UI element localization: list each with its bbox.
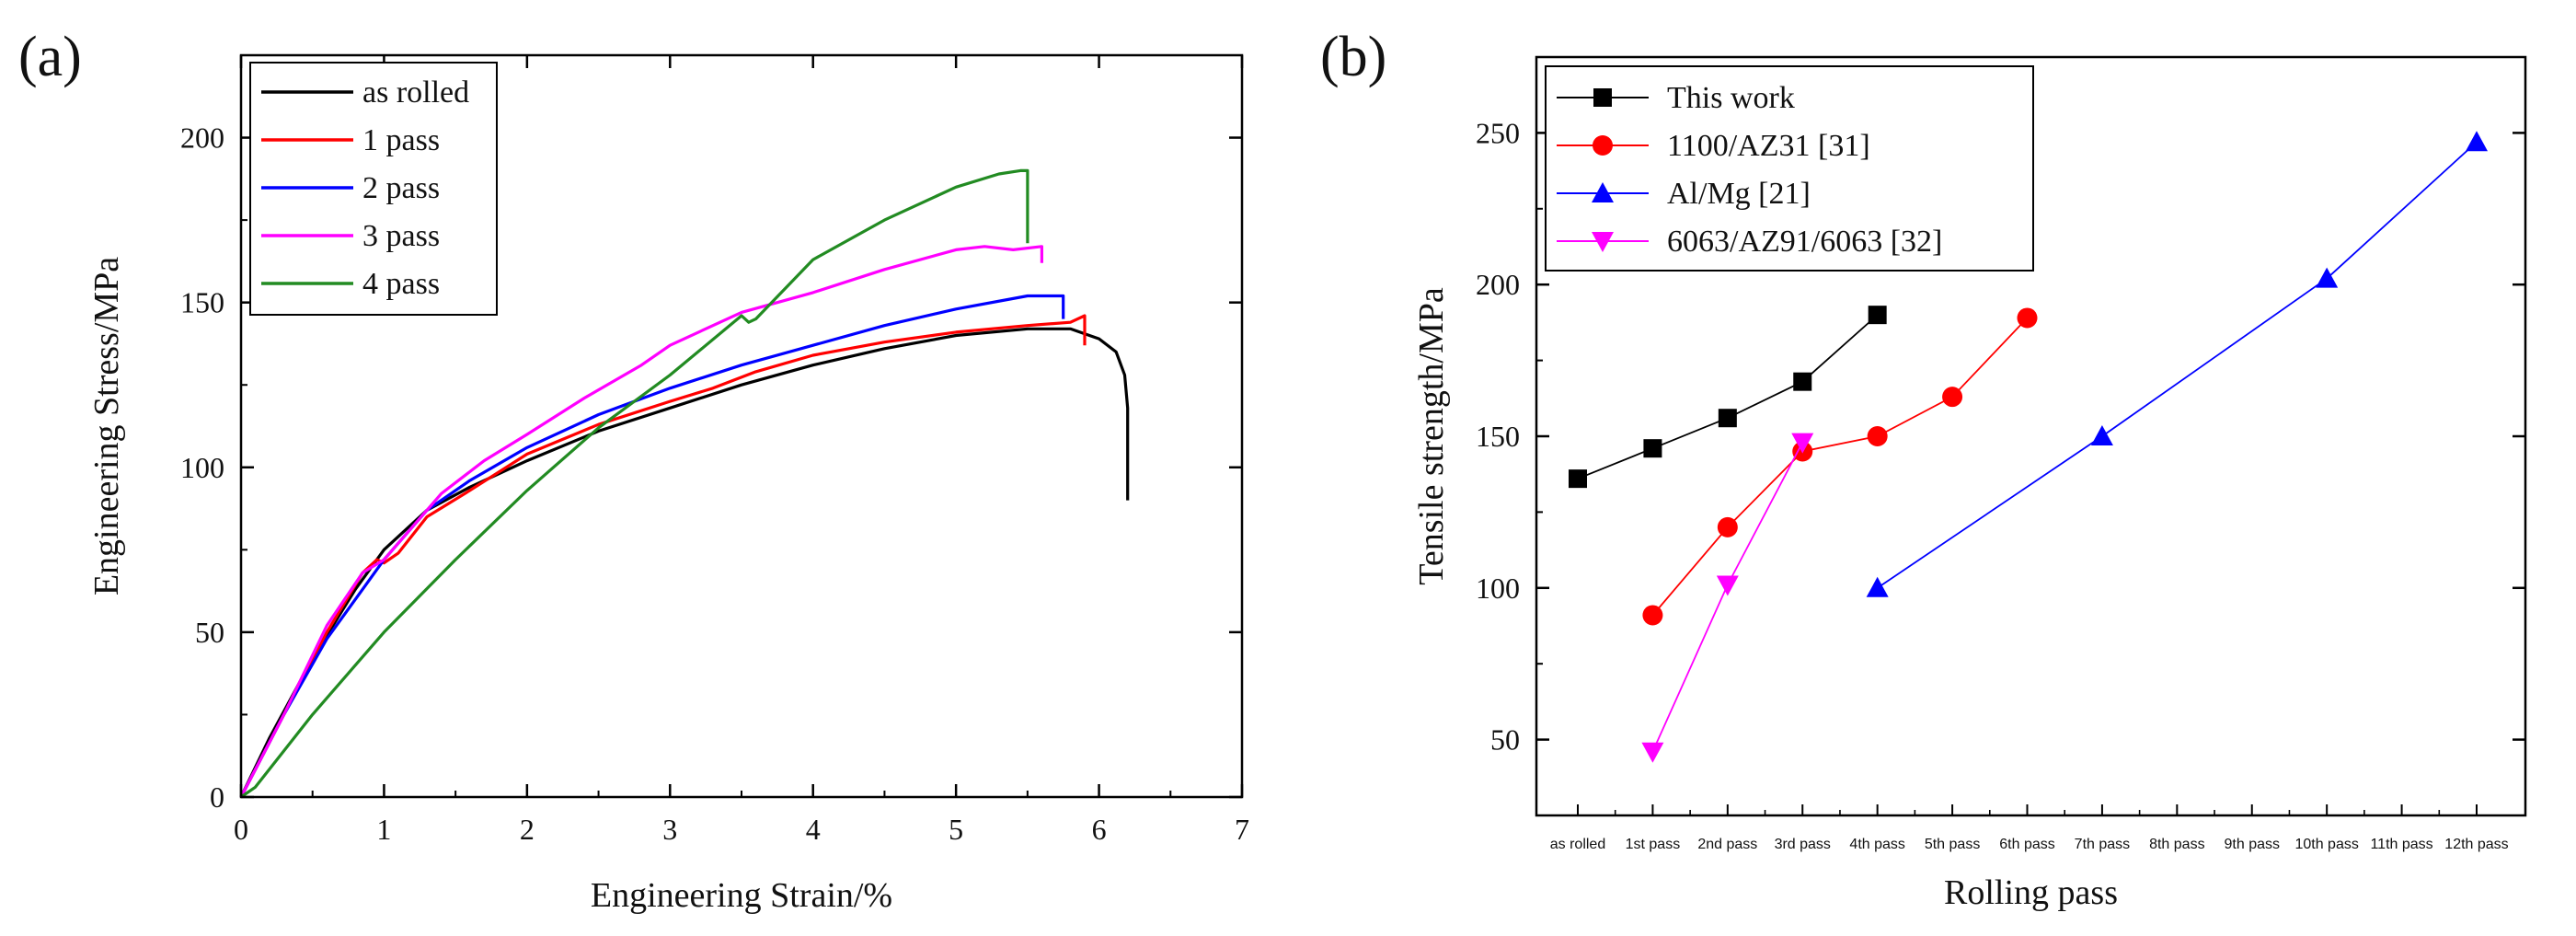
legend-label-this-work: This work: [1667, 81, 1795, 115]
x-category-label: 5th pass: [1925, 837, 1980, 852]
series-line-1-pass: [239, 314, 1087, 798]
x-category-label: 3rd pass: [1775, 837, 1831, 852]
data-point-1100-az31-31: [1867, 426, 1888, 446]
series-line-as-rolled: [239, 327, 1130, 798]
y-tick-label: 150: [1476, 420, 1520, 453]
y-tick-label: 100: [1476, 572, 1520, 605]
x-axis-title: Engineering Strain/%: [591, 876, 892, 915]
y-tick-label: 200: [1476, 268, 1520, 301]
data-point-al-mg-21: [1866, 576, 1889, 597]
legend-marker-1100-az31-31: [1593, 135, 1613, 156]
panel-a-label: (a): [18, 26, 82, 88]
y-tick-label: 100: [180, 451, 224, 484]
legend-label-1-pass: 1 pass: [362, 123, 440, 157]
x-category-label: 6th pass: [1999, 837, 2054, 852]
data-point-1100-az31-31: [1717, 516, 1738, 537]
y-tick-label: 250: [1476, 116, 1520, 149]
panel-b: (b) as rolled 1st pass 2nd pass 3rd pass 4th…: [1320, 26, 2527, 912]
data-point-this-work: [1868, 306, 1887, 325]
y-tick-label: 50: [1490, 723, 1520, 757]
x-category-label: 9th pass: [2225, 837, 2280, 852]
y-axis-title: Engineering Stress/MPa: [87, 257, 126, 595]
x-tick-label: 1: [376, 813, 391, 846]
x-tick-label: 0: [234, 813, 248, 846]
legend-label-6063-az91-6063-32: 6063/AZ91/6063 [32]: [1667, 225, 1942, 259]
x-category-label: 2nd pass: [1697, 837, 1757, 852]
x-tick-label: 2: [520, 813, 535, 846]
data-point-this-work: [1643, 439, 1662, 458]
x-category-label: 12th pass: [2444, 837, 2508, 852]
y-tick-label: 50: [195, 616, 224, 649]
x-category-label: 8th pass: [2149, 837, 2204, 852]
data-point-1100-az31-31: [1642, 605, 1663, 626]
data-point-this-work: [1793, 372, 1812, 391]
x-category-label: 11th pass: [2370, 837, 2432, 852]
legend-label-1100-az31-31: 1100/AZ31 [31]: [1667, 129, 1870, 163]
panel-b-label: (b): [1320, 26, 1386, 88]
data-point-6063-az91-6063-32: [1716, 575, 1739, 596]
data-point-6063-az91-6063-32: [1641, 742, 1664, 763]
data-point-al-mg-21: [2090, 425, 2113, 445]
y-tick-label: 0: [210, 780, 224, 814]
legend-label-as-rolled: as rolled: [362, 75, 469, 110]
x-category-label: 10th pass: [2294, 837, 2358, 852]
legend-marker-this-work: [1593, 88, 1612, 107]
x-tick-label: 6: [1092, 813, 1107, 846]
data-point-this-work: [1718, 409, 1737, 428]
x-category-label: as rolled: [1550, 837, 1605, 852]
series-line-1100-az31-31: [1651, 317, 2029, 617]
x-tick-label: 5: [949, 813, 963, 846]
data-point-1100-az31-31: [1942, 387, 1963, 408]
y-tick-label: 200: [180, 121, 224, 155]
series-line-al-mg-21: [1877, 141, 2478, 589]
series-line-6063-az91-6063-32: [1651, 442, 1804, 753]
series-line-4-pass: [240, 168, 1029, 799]
legend-label-4-pass: 4 pass: [362, 267, 440, 301]
x-category-label: 4th pass: [1849, 837, 1904, 852]
y-axis-title: Tensile strength/MPa: [1412, 287, 1451, 585]
legend-marker-al-mg-21: [1592, 182, 1614, 202]
panel-a: (a) 0 1 2 3 4 5 6 7 0 50 100 150 200 Engineering Stra…: [18, 26, 1249, 915]
x-axis-title: Rolling pass: [1944, 873, 2118, 912]
series-line-3-pass: [239, 245, 1044, 798]
y-tick-label: 150: [180, 286, 224, 319]
legend-label-2-pass: 2 pass: [362, 171, 440, 205]
x-category-label: 7th pass: [2075, 837, 2130, 852]
data-point-6063-az91-6063-32: [1791, 433, 1814, 454]
x-tick-label: 3: [662, 813, 677, 846]
legend-label-al-mg-21: Al/Mg [21]: [1667, 177, 1811, 211]
x-tick-label: 7: [1235, 813, 1249, 846]
data-point-al-mg-21: [2316, 267, 2339, 288]
data-point-1100-az31-31: [2017, 307, 2038, 329]
x-tick-label: 4: [806, 813, 821, 846]
series-line-this-work: [1577, 314, 1879, 480]
legend-label-3-pass: 3 pass: [362, 219, 440, 253]
legend-marker-6063-az91-6063-32: [1592, 232, 1614, 252]
data-point-this-work: [1569, 469, 1587, 489]
x-category-label: 1st pass: [1626, 837, 1681, 852]
legend-box-b: [1545, 65, 2034, 272]
data-point-al-mg-21: [2466, 131, 2488, 152]
series-line-2-pass: [239, 294, 1065, 798]
